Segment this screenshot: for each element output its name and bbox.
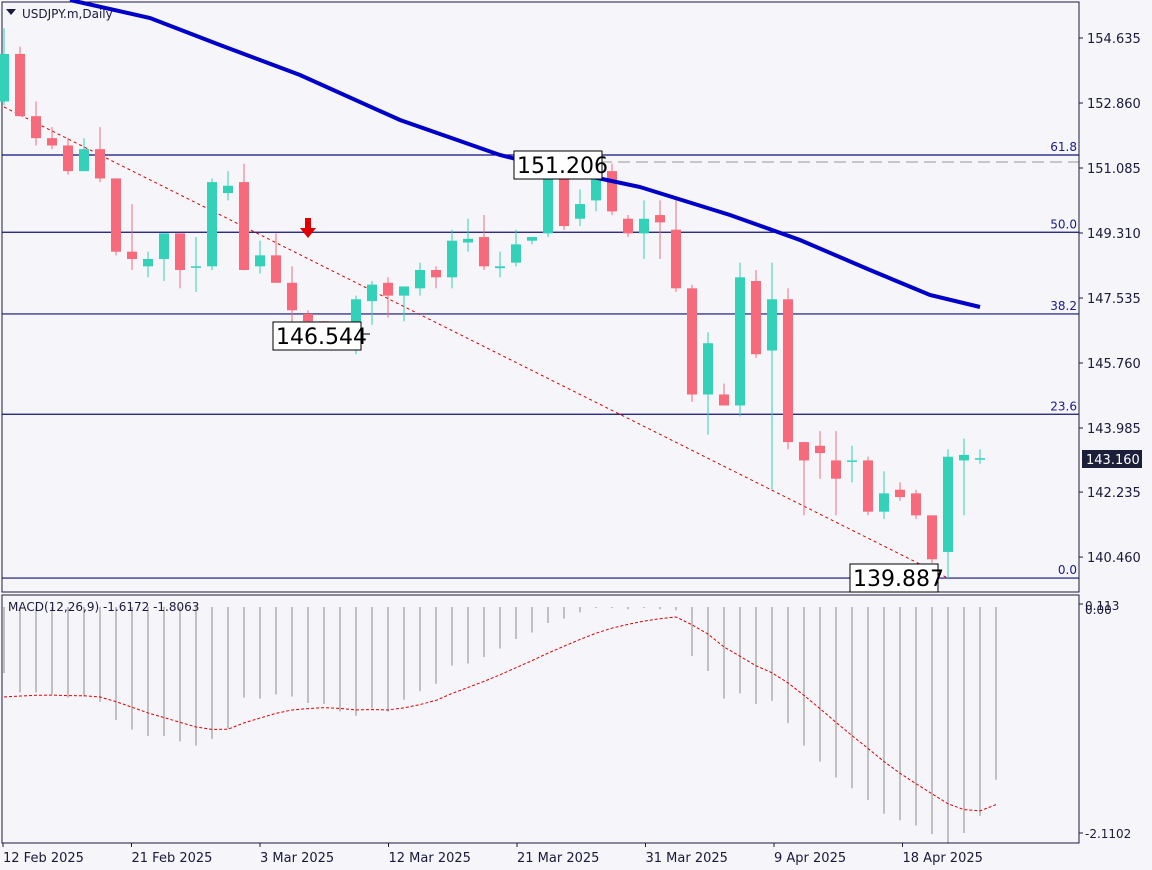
svg-text:0.00: 0.00 — [1085, 603, 1112, 617]
svg-text:145.760: 145.760 — [1087, 357, 1141, 372]
symbol-header[interactable]: USDJPY.m,Daily — [6, 7, 113, 21]
svg-text:0.113: 0.113 — [1085, 599, 1119, 613]
svg-text:38.2: 38.2 — [1050, 299, 1077, 313]
triangle-down-icon[interactable] — [6, 9, 16, 15]
current-price-tag: 143.160 — [1082, 450, 1142, 468]
svg-text:143.985: 143.985 — [1087, 422, 1141, 437]
svg-text:9 Apr 2025: 9 Apr 2025 — [774, 851, 846, 866]
svg-text:151.206: 151.206 — [517, 154, 608, 179]
svg-text:21 Feb 2025: 21 Feb 2025 — [132, 851, 213, 866]
svg-text:151.085: 151.085 — [1087, 162, 1141, 177]
svg-text:140.460: 140.460 — [1087, 551, 1141, 566]
svg-text:61.8: 61.8 — [1050, 140, 1077, 154]
svg-text:3 Mar 2025: 3 Mar 2025 — [260, 851, 334, 866]
svg-text:31 Mar 2025: 31 Mar 2025 — [646, 851, 728, 866]
svg-text:149.310: 149.310 — [1087, 227, 1141, 242]
sell-arrow-icon — [300, 218, 316, 238]
svg-text:143.160: 143.160 — [1086, 453, 1140, 468]
svg-text:147.535: 147.535 — [1087, 292, 1141, 307]
price-axis[interactable]: 154.635 152.860 151.085 149.310 147.535 145.7… — [1078, 2, 1141, 592]
svg-text:18 Apr 2025: 18 Apr 2025 — [903, 851, 983, 866]
symbol-label: USDJPY.m,Daily — [22, 7, 113, 21]
macd-axis[interactable]: 0.113 0.00 -2.1102 — [1079, 599, 1131, 841]
candlesticks — [0, 28, 985, 579]
svg-text:146.544: 146.544 — [276, 325, 367, 350]
svg-text:154.635: 154.635 — [1087, 32, 1141, 47]
svg-text:0.0: 0.0 — [1058, 563, 1077, 577]
macd-signal-line — [3, 616, 997, 812]
time-axis[interactable]: 12 Feb 2025 21 Feb 2025 3 Mar 2025 12 Mar 2… — [2, 842, 1079, 866]
low-price-callout-1: 146.544 — [272, 321, 370, 351]
svg-text:142.235: 142.235 — [1087, 486, 1141, 501]
svg-text:139.887: 139.887 — [853, 567, 944, 592]
svg-text:-2.1102: -2.1102 — [1085, 827, 1131, 841]
high-price-callout: 151.206 — [513, 150, 608, 180]
macd-histogram — [3, 607, 997, 844]
svg-text:152.860: 152.860 — [1087, 97, 1141, 112]
macd-label: MACD(12,26,9) -1.6172 -1.8063 — [8, 600, 199, 614]
svg-text:50.0: 50.0 — [1050, 217, 1077, 231]
fibonacci-retracement[interactable]: 61.8 50.0 38.2 23.6 0.0 — [2, 140, 1079, 579]
trendline[interactable] — [3, 106, 949, 579]
low-price-callout-2: 139.887 — [849, 563, 944, 593]
svg-text:12 Feb 2025: 12 Feb 2025 — [3, 851, 84, 866]
svg-text:23.6: 23.6 — [1050, 399, 1077, 413]
svg-text:21 Mar 2025: 21 Mar 2025 — [517, 851, 599, 866]
svg-text:12 Mar 2025: 12 Mar 2025 — [389, 851, 471, 866]
